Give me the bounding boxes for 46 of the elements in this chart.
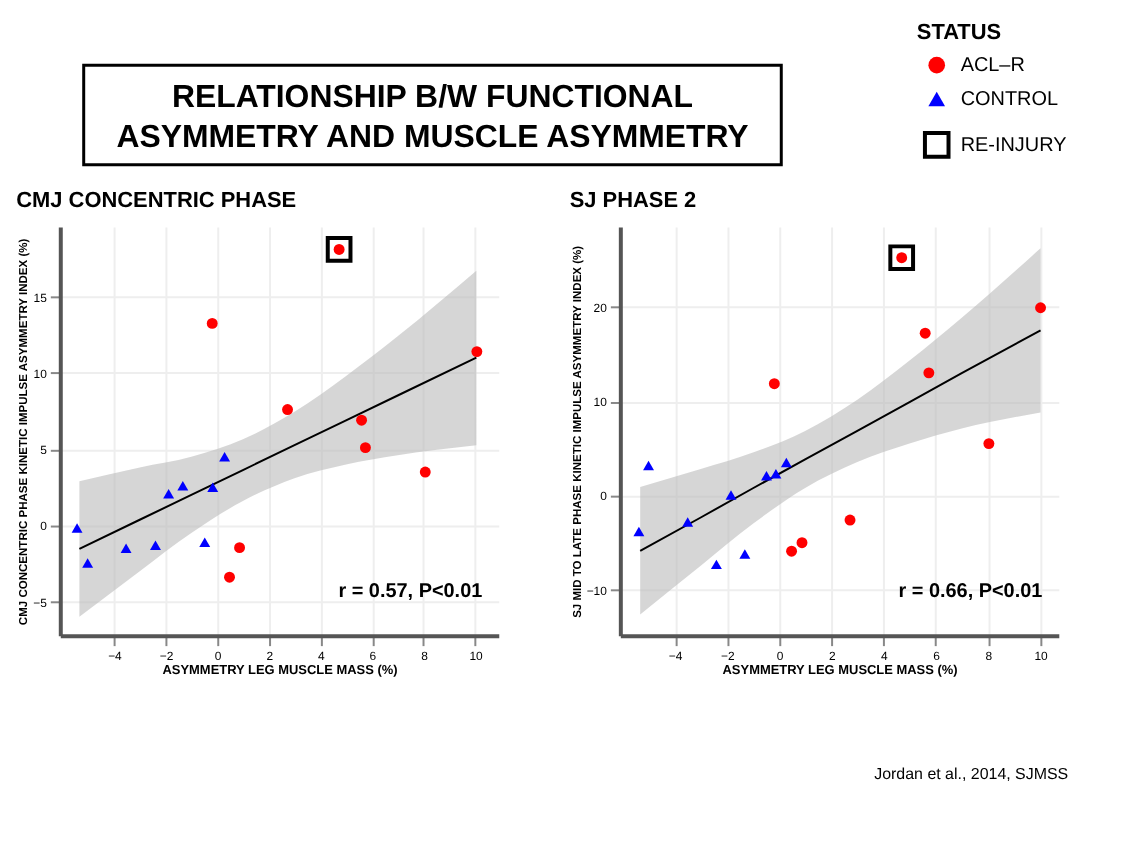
point xyxy=(919,327,931,339)
point xyxy=(120,543,132,553)
line-series xyxy=(639,329,1042,552)
point xyxy=(739,549,751,559)
annotation: r = 0.57, P<0.01 xyxy=(338,581,484,604)
point xyxy=(796,537,808,549)
point xyxy=(359,442,371,454)
point xyxy=(71,523,83,533)
point xyxy=(150,540,161,550)
point xyxy=(1035,302,1047,314)
point xyxy=(471,346,483,358)
point xyxy=(768,378,780,390)
point xyxy=(282,404,293,415)
point xyxy=(219,452,231,462)
point xyxy=(983,438,995,450)
point xyxy=(888,244,916,272)
legend-label: CONTROL xyxy=(960,89,1059,112)
point xyxy=(844,514,856,526)
point xyxy=(177,481,189,491)
point xyxy=(725,490,737,500)
chart-title: CMJ CONCENTRIC PHASE xyxy=(16,188,297,213)
legend-title: STATUS xyxy=(916,21,1002,46)
point xyxy=(234,542,246,554)
point xyxy=(206,317,218,329)
legend-label: ACL–R xyxy=(960,55,1025,78)
point xyxy=(643,460,654,471)
point xyxy=(710,559,722,570)
chart-title: SJ PHASE 2 xyxy=(569,188,697,213)
point xyxy=(325,236,353,263)
point xyxy=(199,537,211,547)
point xyxy=(224,571,235,583)
point xyxy=(780,457,792,468)
point xyxy=(770,469,782,479)
point xyxy=(923,367,935,379)
point xyxy=(633,526,645,537)
point xyxy=(682,517,694,527)
point xyxy=(786,545,798,557)
point xyxy=(82,558,94,568)
text: Jordan et al., 2014, SJMSS xyxy=(874,764,1069,783)
text: RELATIONSHIP B/W FUNCTIONAL ASYMMETRY AND MUSCLE ASYMMETRY xyxy=(116,81,750,155)
point xyxy=(207,482,219,493)
point xyxy=(419,466,431,478)
point xyxy=(163,488,175,499)
annotation: r = 0.66, P<0.01 xyxy=(898,581,1044,604)
point xyxy=(356,414,368,426)
legend-label: RE-INJURY xyxy=(960,134,1068,157)
